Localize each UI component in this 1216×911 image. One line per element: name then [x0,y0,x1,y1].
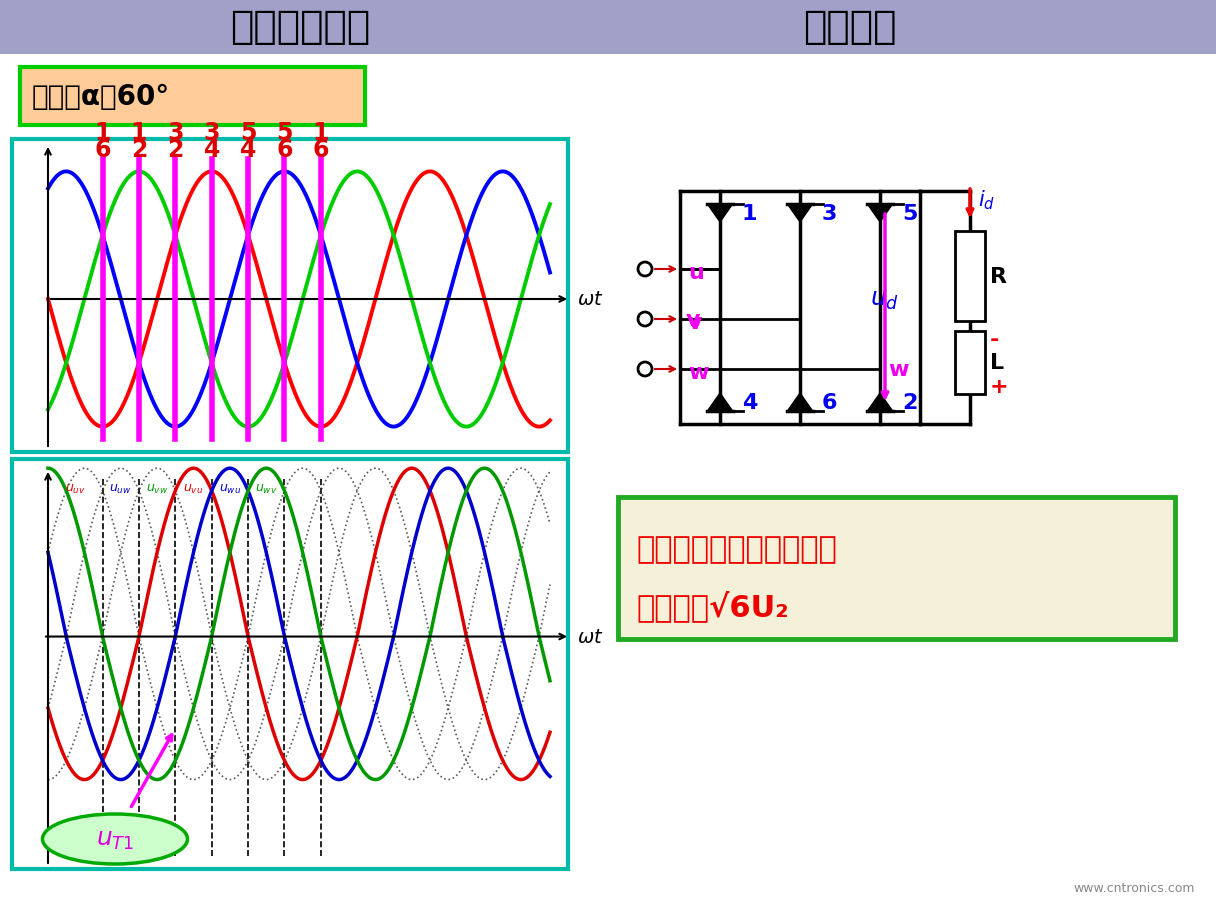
Text: L: L [990,353,1004,374]
Text: 4: 4 [742,393,758,413]
Text: 6: 6 [822,393,838,413]
Text: 5: 5 [902,204,917,224]
Text: 晶闸管承受的最大正、反: 晶闸管承受的最大正、反 [636,535,837,564]
Text: $u_{T1}$: $u_{T1}$ [96,827,134,851]
Bar [0,0,1216,55]
Text: 工作原理: 工作原理 [804,8,896,46]
Text: 5: 5 [276,121,293,145]
Text: R: R [990,267,1007,287]
Text: 1: 1 [742,204,758,224]
Text: u: u [688,262,704,282]
Text: 1: 1 [95,121,111,145]
Text: 向压降为√6U₂: 向压降为√6U₂ [636,589,789,621]
Polygon shape [788,205,812,223]
Text: $u_{vu}$: $u_{vu}$ [184,483,203,496]
Bar [955,332,985,394]
Text: www.cntronics.com: www.cntronics.com [1074,881,1195,894]
Bar [12,140,568,453]
Text: 1: 1 [313,121,330,145]
Text: w: w [888,360,908,380]
Text: $u_{uv}$: $u_{uv}$ [64,483,85,496]
Text: 三相全控桥式: 三相全控桥式 [230,8,370,46]
Text: -: - [990,330,1000,350]
Bar [19,68,365,126]
Text: 6: 6 [313,138,330,162]
Text: 2: 2 [167,138,184,162]
Text: 3: 3 [203,121,220,145]
Text: 3: 3 [822,204,838,224]
Text: 2: 2 [131,138,147,162]
Text: v: v [686,310,700,330]
Text: 4: 4 [240,138,257,162]
Text: $u_{wu}$: $u_{wu}$ [219,483,241,496]
Text: $i_d$: $i_d$ [978,188,995,211]
Bar [955,231,985,322]
Polygon shape [867,394,893,412]
Bar [618,497,1175,640]
Text: $\omega t$: $\omega t$ [578,628,603,646]
Text: 2: 2 [902,393,917,413]
Ellipse shape [43,814,187,864]
Text: $\omega t$: $\omega t$ [578,291,603,309]
Polygon shape [708,205,732,223]
Text: 1: 1 [131,121,147,145]
Ellipse shape [638,262,652,277]
Text: 6: 6 [276,138,293,162]
Text: $u_{vw}$: $u_{vw}$ [146,483,168,496]
Text: v: v [688,312,703,333]
Ellipse shape [638,312,652,327]
Text: $u_{wv}$: $u_{wv}$ [255,483,277,496]
Text: +: + [990,376,1008,396]
Polygon shape [788,394,812,412]
Bar [12,459,568,869]
Ellipse shape [638,363,652,376]
Text: 控制角α＝60°: 控制角α＝60° [32,83,170,111]
Text: w: w [688,363,709,383]
Text: $u_{uw}$: $u_{uw}$ [109,483,133,496]
Text: 3: 3 [167,121,184,145]
Polygon shape [708,394,732,412]
Text: 4: 4 [203,138,220,162]
Text: 5: 5 [240,121,257,145]
Polygon shape [867,205,893,223]
Text: $u_d$: $u_d$ [871,288,900,312]
Text: 6: 6 [95,138,111,162]
